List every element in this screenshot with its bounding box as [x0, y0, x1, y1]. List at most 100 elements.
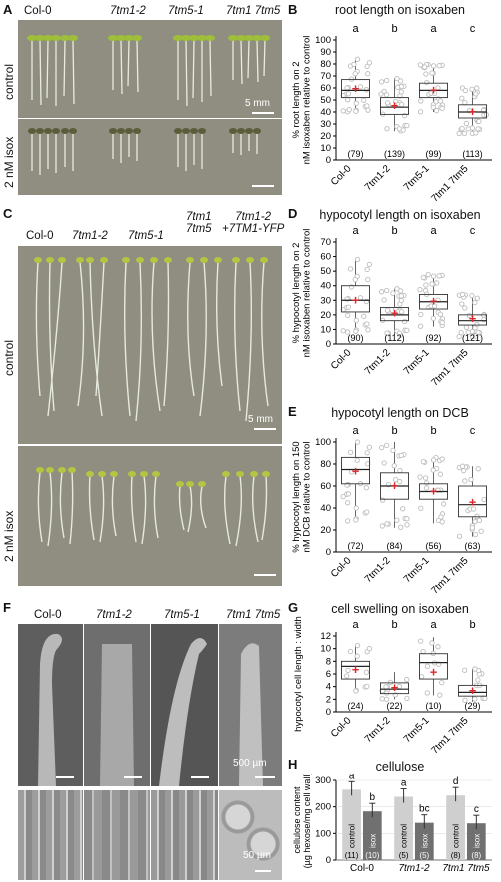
chart-g-point [404, 676, 410, 683]
chart-g-mean-marker: + [391, 680, 399, 695]
chart-b-point [439, 105, 445, 112]
chart-d-point [353, 328, 359, 334]
chart-b-point [474, 85, 480, 91]
chart-b-point [363, 87, 370, 93]
chart-d-point [437, 311, 444, 318]
chart-e-point [398, 524, 404, 530]
chart-d-n: (121) [462, 333, 483, 343]
chart-d-point [431, 303, 438, 309]
chart-e-letter: a [352, 425, 359, 437]
chart-h-bar-control [342, 789, 361, 860]
chart-b-ytick-label: 90 [320, 47, 331, 58]
chart-d-point [345, 312, 351, 319]
chart-b-point [459, 95, 465, 101]
panel-a-scale-label: 5 mm [245, 98, 270, 109]
chart-d-point [418, 311, 424, 318]
panel-a-genotype-7tm1-2: 7tm1-2 [110, 5, 146, 17]
chart-e-box [380, 472, 409, 500]
panel-a-row-isox: 2 nM isox [2, 136, 16, 188]
chart-b-mean-marker: + [430, 82, 438, 97]
chart-h-n: (8) [451, 851, 461, 860]
chart-h-letter: b [370, 792, 376, 803]
panel-letter-g: G [288, 600, 299, 615]
chart-b-point [383, 92, 390, 98]
chart-d-point [430, 315, 436, 322]
chart-d-point [423, 282, 429, 288]
chart-e-point [481, 496, 487, 503]
chart-e-point [439, 456, 445, 462]
panel-letter-a: A [3, 2, 13, 17]
chart-h: cellulose content(µg hexose/mg cell wall… [292, 774, 492, 874]
chart-h-letter: a [401, 778, 407, 789]
chart-e-point [424, 480, 430, 486]
chart-d-point [399, 309, 405, 315]
chart-e-point [340, 494, 346, 500]
chart-b-point [398, 89, 404, 95]
chart-d-point [465, 329, 471, 335]
chart-b-point [431, 90, 438, 96]
chart-d-point [436, 273, 442, 279]
chart-e-point [354, 439, 361, 445]
chart-d-point [345, 304, 352, 310]
chart-g-ytick-label: 6 [326, 669, 331, 680]
chart-e-category: 7tm1 7tm5 [429, 555, 470, 596]
chart-g-point [364, 683, 370, 690]
chart-d-point [379, 317, 386, 323]
chart-h-ytick-label: 200 [315, 802, 331, 813]
chart-h-n: (5) [399, 851, 409, 860]
chart-b-point [417, 62, 423, 68]
chart-e-ytick-label: 80 [320, 459, 331, 470]
chart-b-point [462, 87, 469, 94]
chart-d-point [364, 266, 370, 273]
chart-d-point [361, 313, 367, 319]
chart-d-point [417, 323, 424, 329]
chart-h-bar-control [446, 795, 465, 860]
chart-e-point [468, 476, 474, 483]
chart-d-mean-marker: + [430, 294, 438, 309]
chart-e-point [404, 522, 410, 528]
panel-a-isox-photo [18, 119, 282, 195]
panel-f-genotype-double: 7tm1 7tm5 [226, 609, 281, 621]
chart-g-letter: a [352, 619, 359, 631]
panel-c-genotype-complement: 7tm1-2 +7TM1-YFP [222, 211, 285, 235]
chart-e-point [390, 447, 396, 454]
chart-b-ytick-label: 60 [320, 83, 331, 94]
chart-d-box [458, 314, 487, 326]
chart-g-point [354, 642, 361, 649]
chart-e-mean-marker: + [430, 484, 438, 499]
chart-d-point [347, 266, 354, 272]
chart-b-point [364, 63, 370, 70]
chart-d-point [384, 307, 391, 313]
chart-d-category: 7tm1-2 [363, 347, 393, 377]
chart-b-point [476, 118, 482, 125]
chart-e-point [469, 525, 475, 531]
chart-d-mean-marker: + [391, 305, 399, 320]
chart-e-point [474, 513, 480, 519]
chart-e-point [381, 460, 387, 466]
chart-e-box [458, 485, 487, 518]
chart-b-letter: a [430, 23, 437, 35]
sem-7tm1-2-top [84, 624, 150, 786]
chart-e-point [379, 445, 385, 451]
chart-d-point [364, 321, 370, 327]
chart-d-category: 7tm5-1 [402, 347, 432, 377]
chart-e-point [397, 467, 403, 474]
chart-e-mean-marker: + [469, 495, 477, 510]
chart-g-point [462, 697, 468, 703]
sem-double-top: 500 µm [219, 624, 282, 786]
chart-b-ytick-label: 20 [320, 131, 331, 142]
chart-d-point [384, 287, 390, 294]
chart-h-bar-isox [362, 811, 382, 860]
chart-g-point [424, 690, 430, 696]
chart-d-point [352, 276, 358, 283]
chart-h-series-label: control [452, 824, 461, 848]
panel-a-genotype-double: 7tm1 7tm5 [226, 5, 281, 17]
chart-b-box [341, 79, 370, 99]
chart-d-mean-marker: + [469, 311, 477, 326]
chart-b-point [433, 99, 439, 105]
chart-g-category: 7tm5-1 [402, 715, 432, 745]
chart-e-title: hypocotyl length on DCB [331, 406, 469, 420]
chart-b-point [400, 127, 406, 133]
chart-g-point [418, 638, 424, 644]
chart-b-category: 7tm5-1 [402, 163, 432, 193]
